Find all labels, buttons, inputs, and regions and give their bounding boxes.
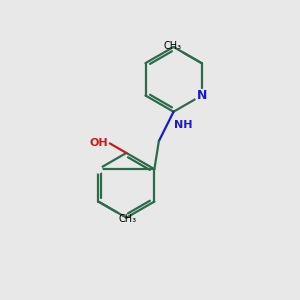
Text: N: N — [196, 89, 207, 102]
Text: NH: NH — [174, 120, 193, 130]
Text: CH₃: CH₃ — [164, 41, 182, 51]
Text: CH₃: CH₃ — [118, 214, 136, 224]
Text: OH: OH — [90, 138, 108, 148]
